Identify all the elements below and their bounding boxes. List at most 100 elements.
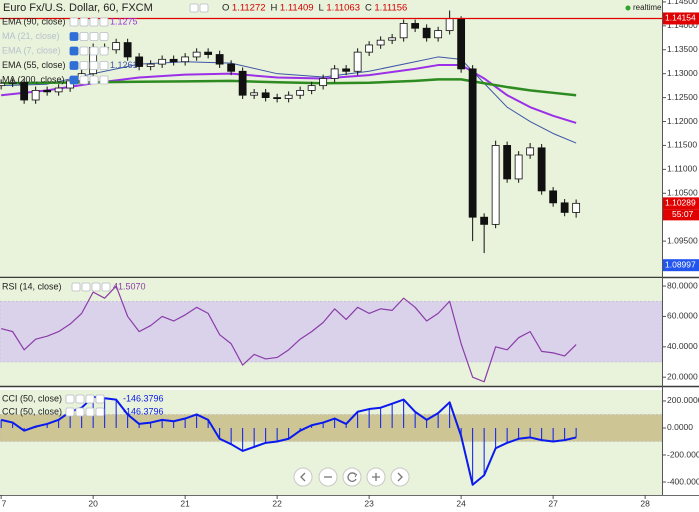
pane	[0, 285, 662, 383]
candle-body	[181, 56, 190, 63]
legend-value: 1.1275	[110, 16, 138, 26]
legend-label: CCI (50, close)	[2, 406, 62, 416]
time-axis-background	[0, 495, 699, 512]
candle-body	[537, 147, 546, 192]
legend-icon	[89, 46, 99, 56]
scroll-left-button[interactable]	[293, 467, 313, 487]
candle-body	[43, 90, 52, 93]
ohlc-value: 1.11063	[326, 3, 360, 14]
legend-icon	[89, 32, 99, 41]
reset-button[interactable]	[342, 467, 362, 487]
candle-body	[388, 37, 397, 41]
legend-icon	[79, 61, 89, 70]
legend-icon	[65, 394, 75, 404]
candle-body	[434, 30, 443, 39]
legend-label: EMA (7, close)	[2, 45, 61, 55]
y-tick-label: 20.0000	[667, 371, 698, 381]
countdown-label: 55:07	[672, 209, 694, 219]
series-line	[0, 285, 577, 383]
legend-icon	[79, 32, 89, 41]
ohlc-letter: H	[271, 3, 278, 14]
legend-icon	[99, 17, 109, 27]
candle-body	[146, 63, 155, 67]
legend-icon	[69, 75, 79, 85]
candle-body	[20, 81, 29, 101]
legend-icon	[199, 3, 209, 13]
pane	[0, 395, 662, 486]
pane-background	[0, 0, 662, 277]
zoom-out-button[interactable]	[318, 467, 338, 487]
pane	[0, 10, 581, 254]
candle-body	[307, 85, 316, 91]
ohlc-value: 1.11156	[374, 3, 407, 14]
price-tag	[662, 259, 699, 272]
candle-body	[192, 51, 201, 58]
x-tick-label: 27	[548, 498, 558, 508]
candle-body	[319, 78, 328, 87]
legend-icon	[101, 282, 111, 292]
legend-label: EMA (90, close)	[2, 16, 66, 26]
candle-body	[526, 147, 535, 156]
legend-icon	[99, 46, 109, 56]
legend-icon	[69, 32, 79, 41]
candle-body	[54, 87, 63, 93]
x-tick-label: 28	[640, 498, 650, 508]
candle-body	[572, 202, 581, 213]
candle-body	[123, 42, 132, 58]
candle-body	[296, 90, 305, 96]
candle-body	[549, 190, 558, 204]
y-tick-label: 200.0000	[667, 395, 699, 405]
candle-body	[514, 154, 523, 180]
legend-icon	[85, 407, 95, 417]
candle-body	[480, 216, 489, 225]
legend-value: 1.1261	[110, 60, 138, 70]
candle-body	[112, 42, 121, 51]
y-tick-label: 1.09500	[667, 235, 698, 245]
y-tick-label: 60.0000	[667, 311, 698, 321]
y-tick-label: 1.11000	[667, 164, 697, 174]
legend-value: 41.5070	[113, 281, 146, 291]
status-label: realtime	[633, 3, 662, 12]
y-tick-label: 1.13500	[667, 44, 698, 54]
legend-icon	[81, 282, 91, 292]
candle-body	[411, 23, 420, 29]
y-tick-label: 1.14000	[667, 20, 698, 30]
band	[0, 300, 662, 363]
legend-icon	[99, 32, 109, 41]
price-tag	[662, 197, 699, 210]
candle-body	[353, 51, 362, 72]
x-tick-label: 22	[272, 498, 282, 508]
legend-label: EMA (55, close)	[2, 60, 66, 70]
price-tag	[662, 12, 699, 25]
legend-icon	[99, 75, 109, 85]
y-tick-label: 1.11500	[667, 140, 697, 150]
legend-icon	[85, 394, 95, 404]
series-line	[1, 64, 577, 124]
legend-icon	[65, 407, 75, 417]
candle-body	[365, 44, 374, 53]
band	[0, 414, 662, 442]
zoom-in-button[interactable]	[366, 467, 386, 487]
scroll-right-button[interactable]	[390, 467, 410, 487]
candle-body	[457, 18, 466, 70]
y-tick-label: 0.0000	[667, 422, 693, 432]
candle-body	[0, 82, 6, 87]
candle-body	[135, 56, 144, 67]
x-tick-label: 20	[88, 498, 98, 508]
candle-body	[158, 58, 167, 65]
legend-icon	[69, 17, 79, 27]
legend-icon	[71, 282, 81, 292]
candle-body	[284, 94, 293, 99]
legend-icon	[89, 61, 99, 70]
price-tag-label: 1.08997	[665, 259, 696, 269]
candle-body	[468, 68, 477, 218]
series-line	[1, 78, 577, 97]
candle-body	[215, 54, 224, 65]
y-tick-label: 1.14500	[667, 0, 698, 6]
candle-body	[330, 68, 339, 79]
y-tick-label: 1.12000	[667, 116, 698, 126]
candle-body	[204, 51, 213, 55]
legend-value: -146.3796	[123, 406, 164, 416]
